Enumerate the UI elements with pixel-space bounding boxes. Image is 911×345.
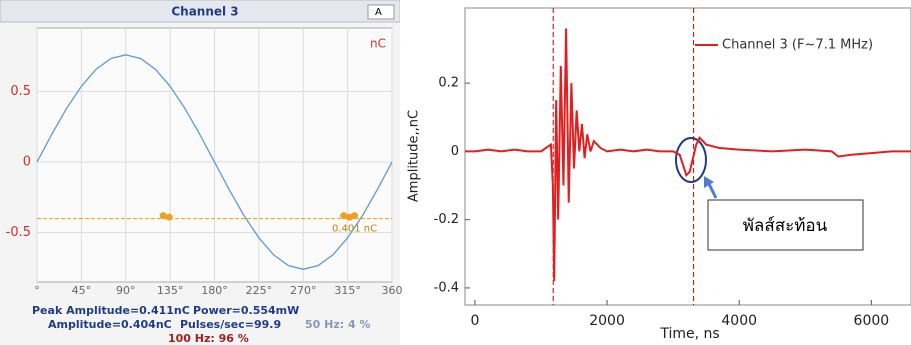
readout-text: Pulses/sec=99.9 bbox=[180, 318, 281, 331]
x-tick-label: 4000 bbox=[721, 313, 757, 329]
unit-label: nC bbox=[370, 37, 386, 51]
y-tick-label: 0.2 bbox=[438, 76, 459, 91]
threshold-label: 0.401 nC bbox=[332, 224, 377, 235]
annotation-box bbox=[707, 199, 864, 251]
dropdown-value[interactable]: A bbox=[375, 7, 382, 18]
x-axis-label: Time, ns bbox=[659, 326, 719, 342]
x-tick-label: 135° bbox=[157, 284, 184, 297]
y-tick-label: -0.2 bbox=[434, 212, 459, 227]
x-tick-label: 6000 bbox=[854, 313, 890, 329]
pulse-point bbox=[165, 213, 173, 221]
readout-text: 50 Hz: 4 % bbox=[305, 318, 370, 331]
x-tick-label: 180° bbox=[201, 284, 228, 297]
series-line bbox=[36, 54, 393, 270]
x-tick-label: 2000 bbox=[589, 313, 625, 329]
annotation: พัลส์สะท้อน bbox=[743, 216, 828, 236]
x-tick-label: 270° bbox=[290, 284, 317, 297]
x-tick-label: 45° bbox=[72, 284, 92, 297]
x-tick-label: 0 bbox=[470, 313, 479, 329]
y-tick-label: -0.4 bbox=[434, 280, 459, 295]
y-tick-label: -0.5 bbox=[6, 225, 31, 240]
panel-title: Channel 3 bbox=[171, 5, 238, 19]
right-plot bbox=[464, 7, 911, 306]
highlight bbox=[675, 137, 707, 183]
pulse-point bbox=[340, 212, 348, 220]
y-tick-label: 0.5 bbox=[10, 84, 31, 99]
pulse-point bbox=[351, 212, 359, 220]
readout-text: Power=0.554mW bbox=[193, 304, 299, 317]
arrow-head bbox=[704, 176, 714, 188]
x-tick-label: 90° bbox=[116, 284, 136, 297]
readout-text: 100 Hz: 96 % bbox=[168, 332, 249, 345]
x-tick-label: 225° bbox=[246, 284, 273, 297]
dropdown[interactable] bbox=[367, 4, 395, 20]
pulse-point bbox=[159, 212, 167, 220]
x-tick-label: 360 bbox=[382, 284, 403, 297]
x-tick-label: 315° bbox=[334, 284, 361, 297]
x-tick-label: ° bbox=[34, 284, 40, 297]
readout-text: Amplitude=0.404nC bbox=[48, 318, 172, 331]
legend-label: Channel 3 (F~7.1 MHz) bbox=[722, 38, 873, 53]
y-axis-label: Amplitude,,nC bbox=[407, 110, 422, 202]
series-line bbox=[465, 28, 911, 282]
readout-text: Peak Amplitude=0.411nC bbox=[32, 304, 190, 317]
y-tick-label: 0 bbox=[23, 155, 31, 170]
y-tick-label: 0 bbox=[451, 144, 459, 159]
